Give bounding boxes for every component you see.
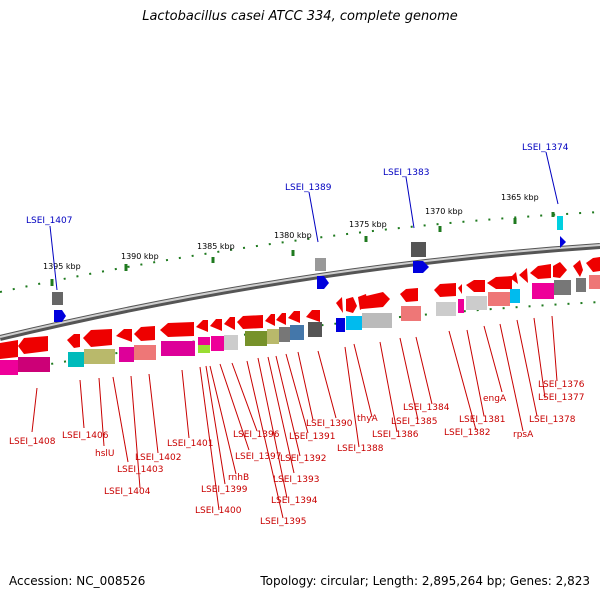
highlight-label[interactable]: LSEI_1383 <box>383 168 429 178</box>
highlight-label[interactable]: LSEI_1389 <box>285 183 332 193</box>
gene-label[interactable]: LSEI_1385 <box>391 417 437 427</box>
gene-label[interactable]: LSEI_1403 <box>117 465 163 475</box>
gene-label[interactable]: LSEI_1388 <box>337 444 384 454</box>
accession-text: Accession: NC_008526 <box>9 574 146 588</box>
gene-label[interactable]: LSEI_1382 <box>444 428 490 438</box>
map-title: Lactobacillus casei ATCC 334, complete g… <box>142 9 458 24</box>
gene-label[interactable]: LSEI_1396 <box>233 430 280 440</box>
forward-strand-genes <box>336 257 600 313</box>
scale-label: 1380 kbp <box>274 231 312 240</box>
gene-label[interactable]: LSEI_1390 <box>306 419 353 429</box>
scale-label: 1375 kbp <box>349 220 387 229</box>
gene-label[interactable]: LSEI_1386 <box>372 430 419 440</box>
gene-label[interactable]: LSEI_1393 <box>273 475 319 485</box>
gene-label[interactable]: LSEI_1406 <box>62 431 109 441</box>
gene-label[interactable]: rnhB <box>228 473 249 483</box>
gene-label[interactable]: engA <box>483 394 507 404</box>
highlight-features <box>52 216 566 322</box>
gene-label[interactable]: rpsA <box>513 430 534 440</box>
gene-label[interactable]: LSEI_1399 <box>201 485 248 495</box>
gene-label[interactable]: LSEI_1377 <box>538 393 584 403</box>
gene-label[interactable]: LSEI_1376 <box>538 380 585 390</box>
gene-leaders <box>31 315 558 519</box>
reverse-strand-genes <box>0 310 320 359</box>
gene-label[interactable]: thyA <box>357 414 379 424</box>
gene-labels: LSEI_1408 LSEI_1406 hslU LSEI_1403 LSEI_… <box>9 380 585 527</box>
gene-label[interactable]: LSEI_1391 <box>289 432 335 442</box>
scale-label: 1370 kbp <box>425 207 463 216</box>
highlight-label[interactable]: LSEI_1374 <box>522 143 569 153</box>
outer-dotted-track <box>0 211 600 293</box>
highlight-label[interactable]: LSEI_1407 <box>26 216 72 226</box>
gene-label[interactable]: LSEI_1408 <box>9 437 56 447</box>
forward-strand-cog <box>336 275 600 332</box>
gene-label[interactable]: LSEI_1402 <box>135 453 181 463</box>
reverse-strand-cog <box>0 322 322 375</box>
highlight-leaders <box>49 151 559 291</box>
gene-label[interactable]: LSEI_1401 <box>167 439 213 449</box>
gene-label[interactable]: LSEI_1404 <box>104 487 151 497</box>
inner-dotted-track <box>0 301 600 374</box>
genome-summary: Topology: circular; Length: 2,895,264 bp… <box>260 574 590 588</box>
scale-label: 1395 kbp <box>43 262 81 271</box>
gene-label[interactable]: LSEI_1397 <box>235 452 281 462</box>
gene-label[interactable]: LSEI_1395 <box>260 517 306 527</box>
gene-label[interactable]: LSEI_1394 <box>271 496 318 506</box>
genome-backbone-shine <box>0 244 600 338</box>
gene-label[interactable]: LSEI_1381 <box>459 415 505 425</box>
gene-label[interactable]: LSEI_1384 <box>403 403 450 413</box>
gene-label[interactable]: LSEI_1378 <box>529 415 576 425</box>
scale-label: 1390 kbp <box>121 252 159 261</box>
scale-label: 1385 kbp <box>197 242 235 251</box>
gene-label[interactable]: hslU <box>95 449 114 459</box>
gene-label[interactable]: LSEI_1392 <box>280 454 326 464</box>
kbp-ticks <box>50 212 555 286</box>
scale-label: 1365 kbp <box>501 193 539 202</box>
gene-label[interactable]: LSEI_1400 <box>195 506 242 516</box>
